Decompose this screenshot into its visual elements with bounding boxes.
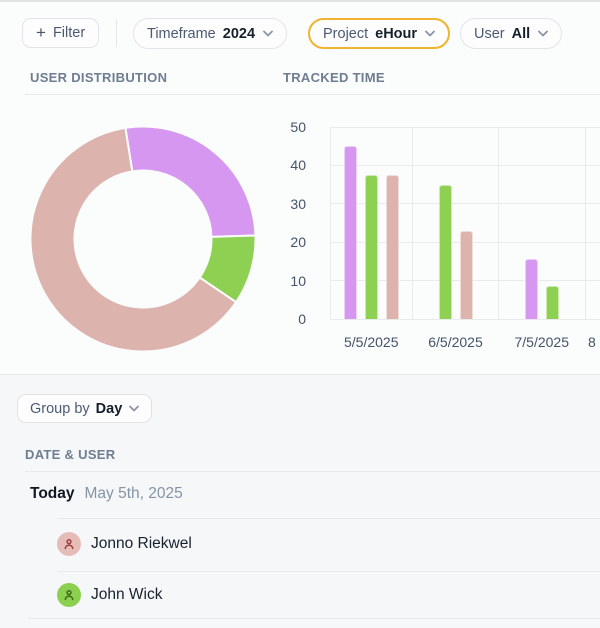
list-divider: [28, 618, 600, 619]
section-header-divider: [25, 94, 600, 95]
list-divider: [57, 571, 600, 572]
gridline: [330, 318, 600, 320]
bar-purple-series-5/5/2025[interactable]: [343, 146, 357, 319]
gridline: [498, 127, 499, 319]
y-tick-label: 10: [290, 272, 306, 289]
tracked-time-bar-chart: 5/5/2025 6/5/2025 7/5/2025 8: [330, 126, 600, 350]
date-group-label: Today: [30, 485, 75, 502]
list-divider: [57, 518, 600, 519]
user-row[interactable]: John Wick: [57, 583, 163, 607]
bar-green-series-7/5/2025[interactable]: [545, 286, 559, 319]
x-tick-label-partial: 8: [588, 334, 596, 350]
x-tick-label: 5/5/2025: [344, 334, 399, 350]
group-by-value: Day: [95, 400, 123, 417]
user-label: User: [474, 25, 505, 42]
person-icon: [64, 538, 74, 550]
gridline: [330, 164, 600, 166]
timeframe-value: 2024: [222, 25, 256, 42]
user-distribution-title: USER DISTRIBUTION: [30, 70, 168, 85]
user-name: John Wick: [91, 586, 163, 603]
gridline: [330, 127, 331, 319]
y-tick-label: 20: [290, 234, 306, 251]
bar-purple-series-7/5/2025[interactable]: [524, 259, 538, 319]
bar-pink-series-6/5/2025[interactable]: [459, 230, 473, 319]
tracked-time-y-axis: 0 10 20 30 40 50: [282, 119, 318, 327]
avatar: [57, 583, 81, 607]
y-tick-label: 30: [290, 195, 306, 212]
date-group-header: Today May 5th, 2025: [30, 485, 183, 503]
date-user-column-header: DATE & USER: [25, 447, 116, 462]
chevron-down-icon: [538, 30, 549, 37]
add-filter-button[interactable]: + Filter: [22, 18, 100, 48]
bar-green-series-5/5/2025[interactable]: [364, 175, 378, 319]
date-group-date: May 5th, 2025: [84, 485, 183, 502]
donut-segment-pink-series[interactable]: [29, 126, 238, 353]
chevron-down-icon: [263, 30, 273, 37]
project-label: Project: [323, 25, 369, 42]
dashboard-top-section: + Filter Timeframe 2024 Project eHour Us…: [0, 0, 600, 353]
timeframe-label: Timeframe: [147, 25, 216, 42]
user-row[interactable]: Jonno Riekwel: [57, 532, 192, 556]
x-tick-label: 6/5/2025: [428, 334, 483, 350]
bar-green-series-6/5/2025[interactable]: [438, 184, 452, 319]
gridline: [330, 203, 600, 205]
x-tick-label: 7/5/2025: [514, 334, 570, 350]
tracked-time-title: TRACKED TIME: [283, 70, 385, 85]
chevron-down-icon: [425, 30, 435, 37]
toolbar-separator: [116, 19, 117, 47]
y-tick-label: 0: [298, 311, 306, 327]
user-filter-pill[interactable]: User All: [460, 18, 563, 49]
gridline: [584, 127, 586, 319]
timeframe-filter-pill[interactable]: Timeframe 2024: [133, 18, 288, 49]
chevron-down-icon: [129, 405, 140, 412]
list-divider: [25, 471, 600, 472]
group-by-label: Group by: [30, 400, 90, 417]
y-tick-label: 50: [290, 119, 306, 135]
project-filter-pill[interactable]: Project eHour: [308, 18, 451, 49]
user-name: Jonno Riekwel: [91, 535, 192, 552]
gridline: [412, 127, 413, 319]
project-value: eHour: [375, 25, 418, 42]
avatar: [57, 532, 81, 556]
user-value: All: [511, 25, 531, 42]
group-by-dropdown[interactable]: Group by Day: [17, 394, 153, 423]
user-distribution-donut: [29, 125, 257, 353]
donut-segment-purple-series[interactable]: [124, 125, 257, 238]
gridline: [330, 126, 600, 128]
filter-button-label: Filter: [52, 25, 86, 41]
bar-pink-series-5/5/2025[interactable]: [385, 175, 399, 319]
y-tick-label: 40: [290, 157, 306, 174]
person-icon: [64, 589, 74, 601]
plus-icon: +: [36, 23, 46, 42]
entries-section: Group by Day DATE & USER Today May 5th, …: [0, 374, 600, 628]
